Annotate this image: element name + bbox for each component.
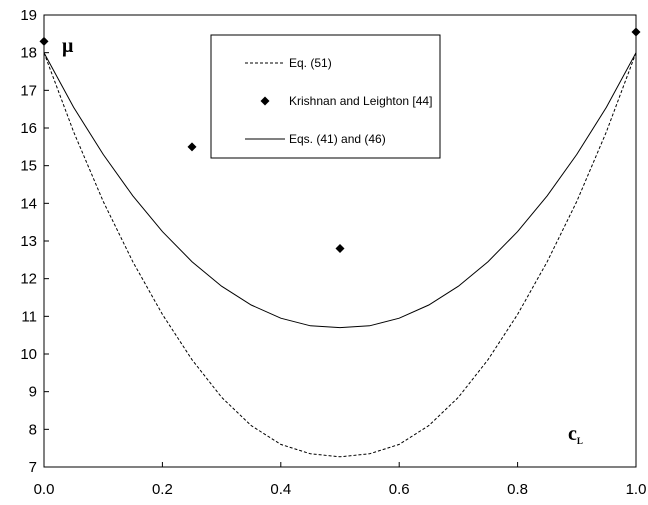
y-axis-label: μ bbox=[62, 35, 74, 57]
y-tick-label: 7 bbox=[29, 459, 37, 476]
legend-box bbox=[210, 34, 441, 159]
legend-label-1: Krishnan and Leighton [44] bbox=[289, 94, 432, 108]
y-tick-label: 11 bbox=[21, 308, 37, 325]
series-2-line bbox=[43, 52, 637, 329]
y-tick-label: 12 bbox=[20, 271, 37, 288]
legend-label-0: Eq. (51) bbox=[289, 56, 332, 70]
series-0-line bbox=[43, 52, 637, 458]
y-tick-label: 13 bbox=[20, 233, 37, 250]
x-tick-label: 0.8 bbox=[507, 481, 528, 498]
series-1-point bbox=[39, 36, 49, 46]
y-tick-label: 9 bbox=[29, 384, 37, 401]
x-tick-label: 0.4 bbox=[270, 481, 291, 498]
x-tick-label: 0.2 bbox=[152, 481, 173, 498]
x-tick-label: 1.0 bbox=[626, 481, 647, 498]
legend-marker-1 bbox=[260, 96, 270, 106]
y-tick-label: 17 bbox=[20, 82, 37, 99]
series-layer bbox=[39, 27, 641, 458]
x-axis-label-main: c bbox=[568, 423, 577, 445]
legend-items: Eq. (51) Krishnan and Leighton [44] Eqs. (… bbox=[245, 56, 432, 146]
y-tick-label: 16 bbox=[20, 120, 37, 137]
series-1-point bbox=[335, 244, 345, 254]
y-tick-label: 10 bbox=[20, 346, 37, 363]
legend-label-2: Eqs. (41) and (46) bbox=[289, 132, 386, 146]
x-axis-label-subscript: L bbox=[577, 436, 583, 446]
x-tick-label: 0.6 bbox=[389, 481, 410, 498]
y-tick-label: 8 bbox=[29, 421, 37, 438]
y-tick-label: 14 bbox=[20, 195, 37, 212]
y-tick-label: 19 bbox=[20, 7, 37, 24]
x-tick-label: 0.0 bbox=[34, 481, 55, 498]
x-axis-label: cL bbox=[568, 423, 583, 446]
legend: Eq. (51) Krishnan and Leighton [44] Eqs. (… bbox=[210, 34, 441, 159]
series-1-point bbox=[187, 142, 197, 152]
x-axis: 0.0 0.2 0.4 0.6 0.8 1.0 bbox=[34, 462, 647, 498]
y-tick-label: 18 bbox=[20, 45, 37, 62]
series-1-point bbox=[631, 27, 641, 37]
y-tick-label: 15 bbox=[20, 158, 37, 175]
y-axis: 7 8 9 10 11 12 13 14 15 16 17 18 19 bbox=[20, 7, 49, 476]
